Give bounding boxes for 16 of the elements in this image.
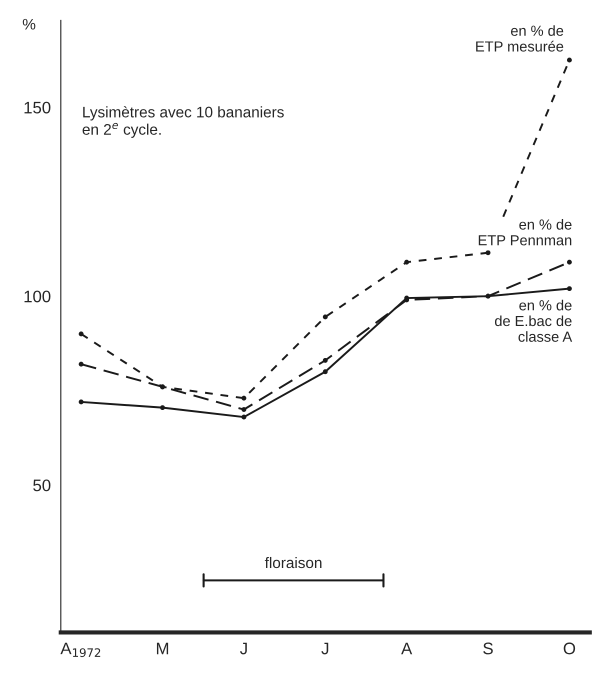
- x-tick-label: S: [483, 642, 493, 654]
- series-label: en % de ETP mesurée: [476, 25, 564, 52]
- x-tick-label: O: [564, 642, 576, 654]
- x-tick-label: M: [156, 642, 168, 654]
- x-tick-label: J: [321, 642, 328, 654]
- y-tick-label: 150: [24, 102, 50, 114]
- y-tick-label: 50: [33, 479, 50, 492]
- y-axis-title: %: [22, 18, 36, 30]
- annotation: Lysimètres avec 10 bananiers en 2$^{e}$ cycle.: [82, 106, 284, 138]
- series-label: en % de de E.bac de classe A: [494, 300, 572, 342]
- annotation: floraison: [264, 556, 322, 568]
- x-tick-label: J: [240, 642, 247, 654]
- series-label: en % de ETP Pennman: [478, 218, 572, 246]
- y-tick-label: 100: [24, 290, 50, 302]
- x-tick-label: A: [401, 642, 412, 654]
- x-tick-label: A$_{1972}$: [60, 642, 100, 658]
